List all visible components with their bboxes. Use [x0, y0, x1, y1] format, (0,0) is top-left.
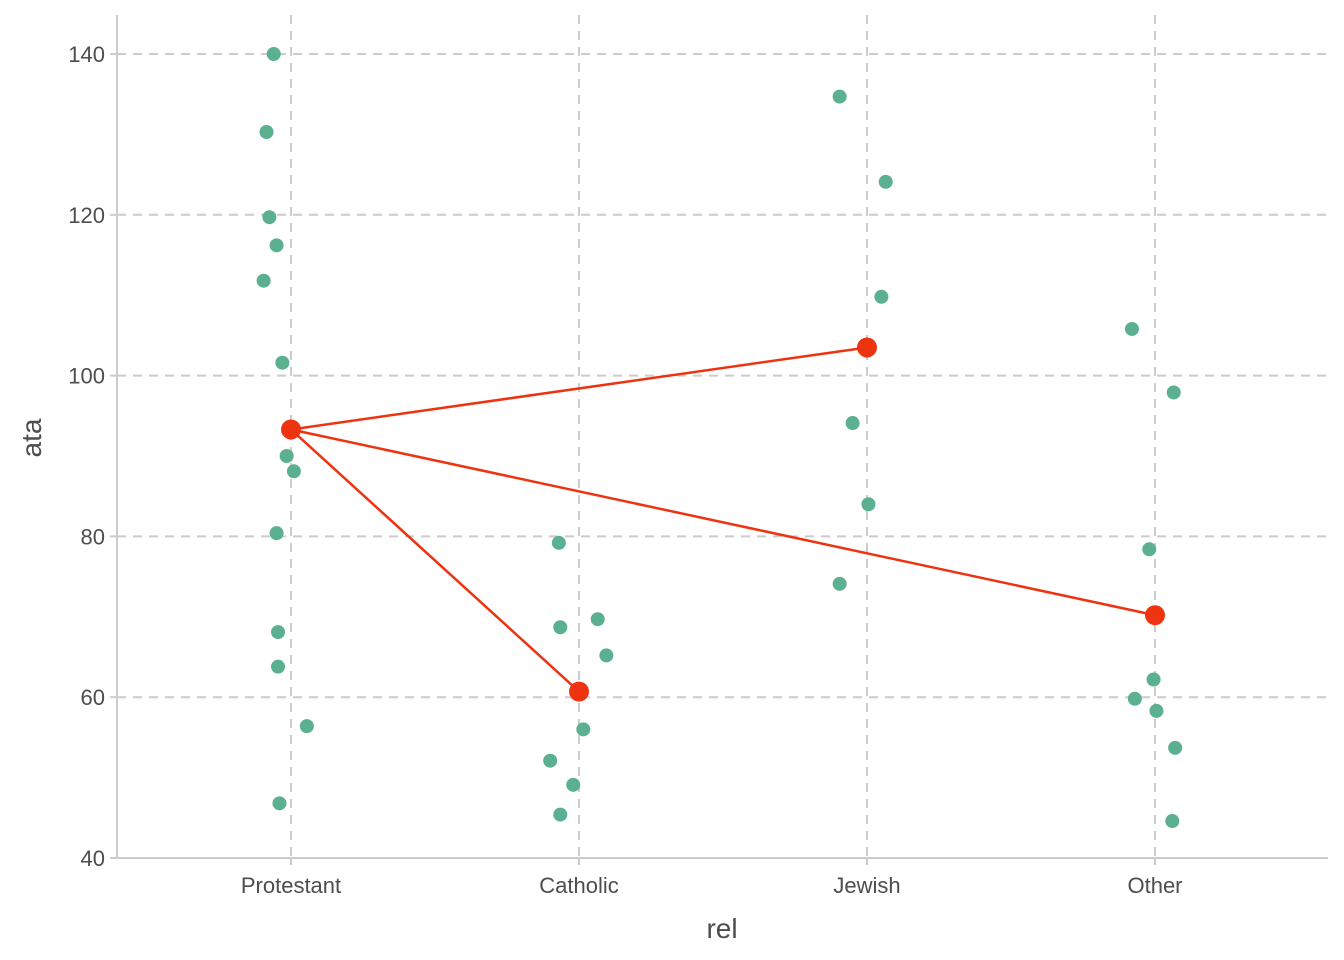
data-point [271, 625, 286, 640]
mean-points [281, 337, 1165, 702]
axes [110, 15, 1328, 865]
x-axis-title: rel [706, 913, 737, 944]
data-point [576, 722, 591, 737]
mean-point [1145, 605, 1165, 626]
mean-point [857, 337, 877, 358]
mean-connection-line [290, 428, 1156, 617]
data-point [543, 753, 558, 768]
data-points [256, 47, 1183, 829]
y-tick-label: 60 [81, 685, 105, 710]
data-point [259, 124, 274, 139]
mean-connection-lines [290, 346, 1156, 693]
data-point [1124, 321, 1139, 336]
data-point [874, 289, 889, 304]
data-point [553, 620, 568, 635]
data-point [1146, 672, 1161, 687]
data-point [1142, 542, 1157, 557]
data-point [1165, 814, 1180, 829]
data-point [266, 47, 281, 61]
data-point [861, 497, 876, 512]
data-point [271, 659, 286, 674]
mean-point [569, 681, 589, 702]
data-point [845, 416, 860, 431]
data-point [878, 174, 893, 189]
x-tick-labels: Protestant Catholic Jewish Other [241, 873, 1183, 898]
x-tick-label: Other [1127, 873, 1182, 898]
data-point [599, 648, 614, 663]
data-point [566, 777, 581, 792]
y-tick-label: 120 [68, 203, 105, 228]
data-point [272, 796, 287, 811]
data-point [286, 464, 301, 479]
y-tick-label: 80 [81, 524, 105, 549]
y-axis-title: ata [16, 418, 47, 457]
mean-point [281, 419, 301, 440]
y-tick-labels: 40 60 80 100 120 140 [68, 42, 105, 871]
data-point [1149, 703, 1164, 718]
data-point [279, 449, 294, 463]
data-point [832, 89, 847, 104]
y-tick-label: 140 [68, 42, 105, 67]
data-point [299, 719, 314, 734]
data-point [262, 210, 277, 225]
data-point [832, 576, 847, 591]
x-tick-label: Protestant [241, 873, 341, 898]
data-point [553, 807, 568, 822]
data-point [1168, 740, 1183, 755]
data-point [590, 612, 605, 627]
x-tick-label: Catholic [539, 873, 618, 898]
data-point [269, 238, 284, 253]
data-point [256, 273, 271, 288]
x-tick-label: Jewish [833, 873, 900, 898]
data-point [1127, 691, 1142, 706]
mean-connection-line [290, 428, 580, 693]
mean-connection-line [290, 346, 868, 431]
data-point [275, 355, 290, 370]
data-point [551, 535, 566, 550]
data-point [269, 526, 284, 541]
y-tick-label: 100 [68, 364, 105, 389]
y-tick-label: 40 [81, 846, 105, 871]
data-point [1166, 385, 1181, 400]
